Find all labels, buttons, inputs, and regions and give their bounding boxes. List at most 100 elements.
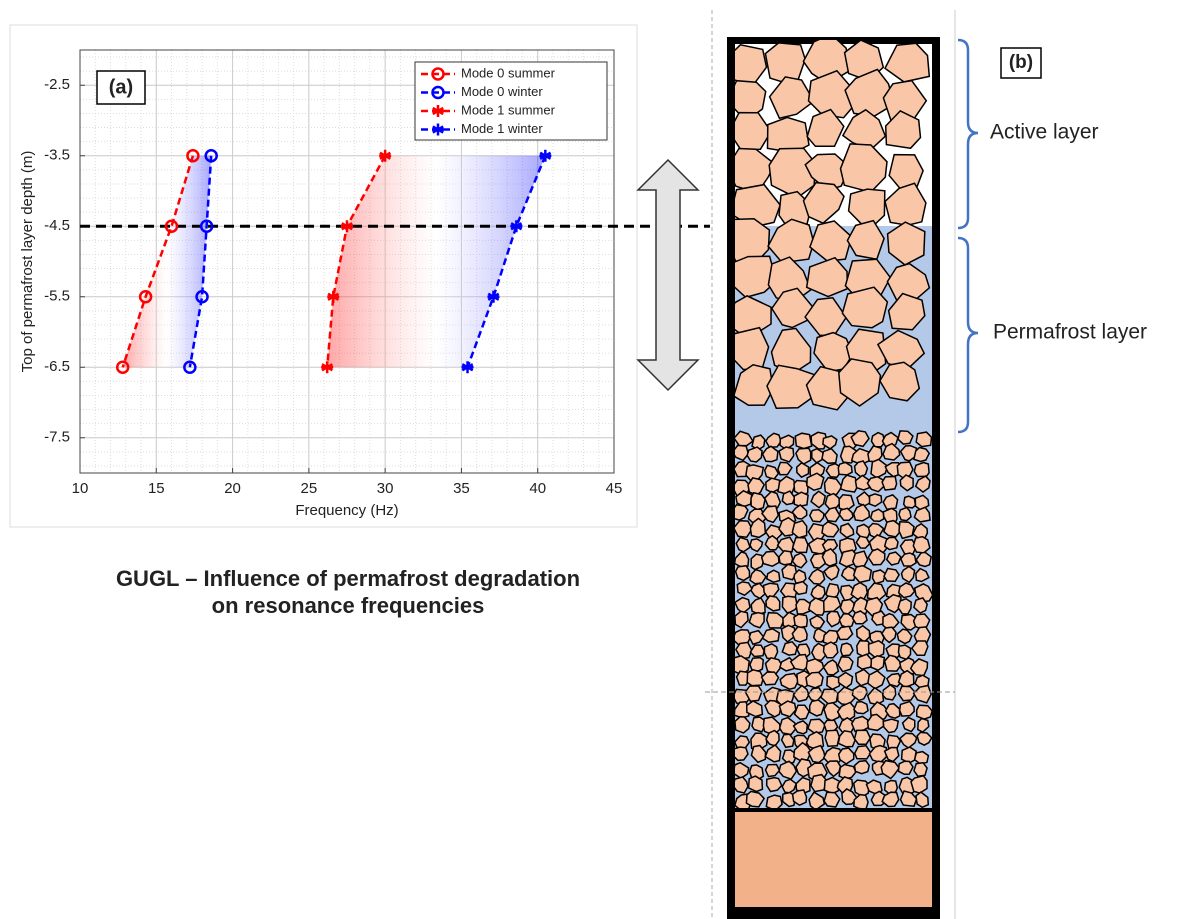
rock [912,535,931,554]
y-axis-label: Top of permafrost layer depth (m) [19,151,36,373]
legend-label: Mode 1 summer [461,102,556,117]
rock [867,669,886,690]
rock [840,565,857,582]
rock [882,612,900,631]
rock [839,522,855,539]
rock [764,744,782,763]
rock [777,461,793,476]
rock [765,794,783,808]
rock [791,625,808,643]
rock [778,549,794,566]
rock [868,493,883,508]
rock [823,564,840,581]
rock [766,116,810,154]
rock [850,581,869,601]
rock [761,628,781,643]
rock [885,551,902,566]
rock [745,790,766,808]
x-tick-label: 20 [224,480,241,497]
rock [853,745,872,760]
series-line [466,155,547,368]
rock [839,584,857,602]
rock [749,538,764,553]
rock [745,700,764,718]
rock [824,729,840,747]
rock [805,657,825,677]
caption-line: GUGL – Influence of permafrost degradati… [116,566,580,591]
panel-label: (b) [1009,52,1033,73]
rock [795,776,811,795]
rock [882,494,899,511]
rock [884,109,922,150]
rock [853,729,872,745]
rock [780,624,797,643]
y-tick-label: -3.5 [44,147,70,164]
rock [853,700,869,715]
rock [913,446,931,463]
rock [735,655,751,676]
rock [791,552,808,569]
rock [821,547,838,567]
rock [881,791,900,808]
rock [751,716,766,733]
marker [431,67,445,81]
rock [750,744,767,764]
rock [746,668,765,687]
rock [794,432,813,450]
rock [791,519,808,539]
rock [808,699,826,717]
x-tick-label: 35 [453,480,470,497]
rock [776,536,795,554]
marker [432,105,444,117]
rock [789,653,810,672]
marker [487,290,500,303]
y-tick-label: -6.5 [44,358,70,375]
rock [764,534,781,551]
rock [735,610,749,629]
rock [914,475,931,494]
rock [853,759,871,775]
rock [838,612,856,629]
marker [539,149,552,162]
rock [764,763,781,778]
rock [913,461,930,478]
caption-line: on resonance frequencies [212,593,485,618]
rock [883,593,902,614]
rock [897,582,916,599]
rock [851,610,868,625]
rock [913,597,929,614]
rock [915,791,930,808]
y-tick-label: -2.5 [44,76,70,93]
rock [765,776,783,793]
rock [896,628,913,645]
rock [808,509,825,523]
rock [768,76,815,120]
rock [735,503,749,521]
rock [735,776,749,794]
rock [792,720,809,735]
rock [900,613,920,631]
rock [807,568,826,585]
rock [853,793,869,808]
rock [765,595,781,612]
rock [808,791,826,808]
rock [763,490,782,509]
rock [735,536,751,553]
legend-label: Mode 0 summer [461,65,556,80]
rock [852,564,873,584]
marker [183,360,197,374]
marker [432,123,444,136]
rock [837,461,853,476]
x-axis-label: Frequency (Hz) [295,502,398,519]
rock [821,447,838,465]
rock [793,613,809,629]
x-tick-label: 25 [301,480,318,497]
marker [199,219,214,233]
rock [812,627,827,643]
rock [795,461,810,479]
marker [379,149,392,162]
rock [778,446,795,463]
rock [867,548,886,566]
rock [870,655,886,672]
rock [761,445,779,463]
